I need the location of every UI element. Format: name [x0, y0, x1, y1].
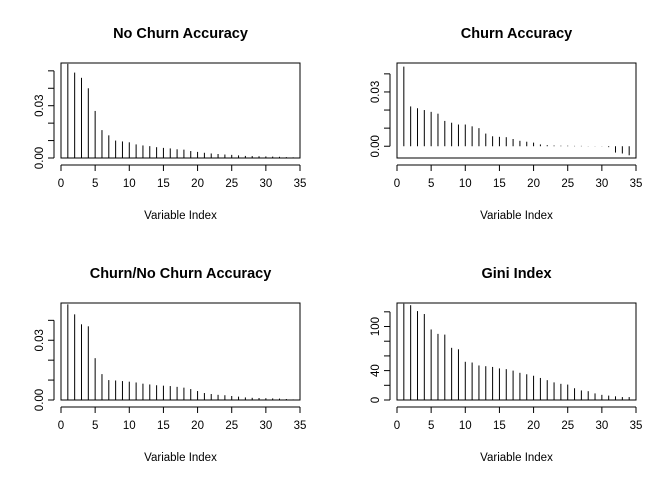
x-axis-label: Variable Index: [144, 452, 217, 464]
x-axis-label: Variable Index: [144, 210, 217, 222]
x-tick-label: 20: [191, 420, 204, 432]
x-tick-label: 15: [493, 420, 506, 432]
x-tick-label: 5: [92, 178, 98, 190]
y-tick-label: 0.03: [370, 81, 382, 103]
x-tick-label: 5: [92, 420, 98, 432]
x-tick-label: 30: [595, 420, 608, 432]
x-tick-label: 0: [394, 178, 400, 190]
chart-title: No Churn Accuracy: [113, 26, 248, 42]
x-tick-label: 0: [58, 420, 64, 432]
x-tick-label: 15: [493, 178, 506, 190]
chart-title: Gini Index: [481, 266, 551, 282]
x-tick-label: 25: [225, 420, 238, 432]
y-tick-label: 0.00: [370, 135, 382, 157]
x-tick-label: 25: [225, 178, 238, 190]
y-tick-label: 0.00: [34, 389, 46, 411]
plot-frame: [396, 62, 637, 159]
y-tick-label: 0.00: [34, 147, 46, 169]
y-tick-label: 0.03: [34, 329, 46, 351]
x-tick-label: 10: [459, 178, 472, 190]
x-tick-label: 15: [157, 178, 170, 190]
x-tick-label: 10: [123, 420, 136, 432]
x-tick-label: 25: [561, 178, 574, 190]
chart-title: Churn/No Churn Accuracy: [90, 266, 272, 282]
x-tick-label: 10: [459, 420, 472, 432]
chart-panel: Gini Index 0 5 10 15 20 25 30 35 Variable Index 0 4…: [370, 266, 642, 464]
x-axis-label: Variable Index: [480, 452, 553, 464]
chart-panel: Churn Accuracy 0 5 10 15 20 25 30 35 Variable Ind…: [370, 26, 642, 222]
plot-frame: [60, 62, 301, 159]
x-tick-label: 35: [630, 178, 643, 190]
x-tick-label: 35: [630, 420, 643, 432]
x-tick-label: 5: [428, 420, 434, 432]
x-tick-label: 30: [595, 178, 608, 190]
plot-frame: [396, 302, 637, 401]
x-tick-label: 35: [294, 178, 307, 190]
x-axis-label: Variable Index: [480, 210, 553, 222]
x-tick-label: 30: [259, 178, 272, 190]
x-tick-label: 10: [123, 178, 136, 190]
y-tick-label: 0.03: [34, 95, 46, 117]
chart-panel: Churn/No Churn Accuracy 0 5 10 15 20 25 30 35 Var…: [34, 266, 306, 464]
x-tick-label: 35: [294, 420, 307, 432]
x-tick-label: 25: [561, 420, 574, 432]
y-tick-label: 0: [370, 397, 382, 403]
chart-title: Churn Accuracy: [461, 26, 572, 42]
x-tick-label: 5: [428, 178, 434, 190]
x-tick-label: 15: [157, 420, 170, 432]
y-tick-label: 100: [370, 317, 382, 336]
x-tick-label: 20: [527, 178, 540, 190]
y-tick-label: 40: [370, 364, 382, 377]
x-tick-label: 20: [527, 420, 540, 432]
x-tick-label: 20: [191, 178, 204, 190]
x-tick-label: 30: [259, 420, 272, 432]
chart-panel: No Churn Accuracy 0 5 10 15 20 25 30 35 Variable …: [34, 26, 306, 222]
x-tick-label: 0: [394, 420, 400, 432]
plot-frame: [60, 302, 301, 401]
x-tick-label: 0: [58, 178, 64, 190]
